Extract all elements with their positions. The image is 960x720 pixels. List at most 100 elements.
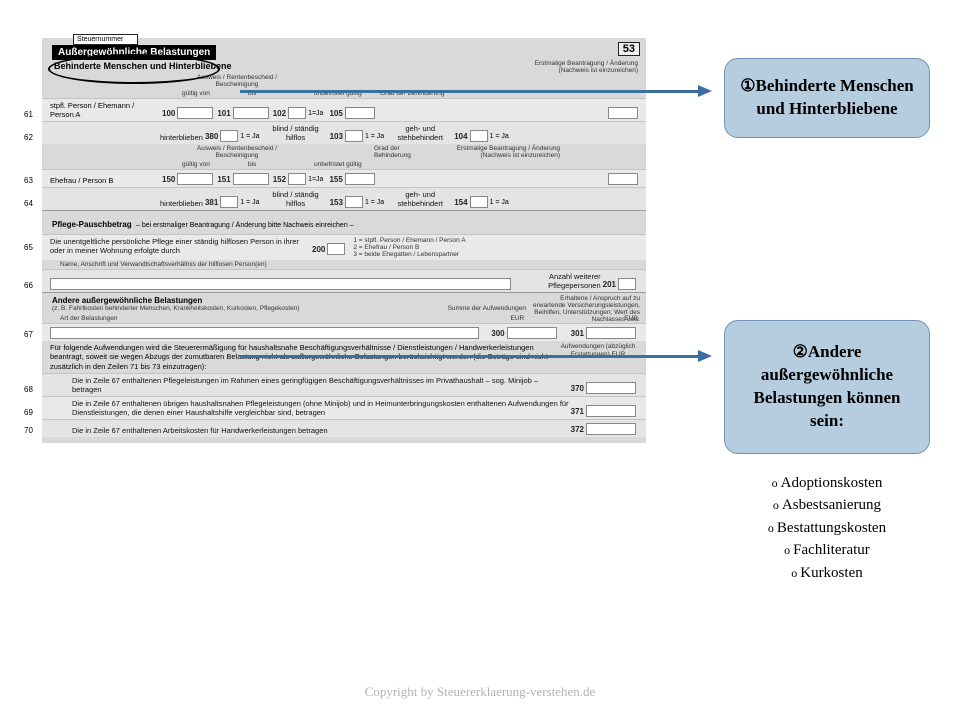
col-summe: Summe der Aufwendungen xyxy=(448,305,526,312)
input-301[interactable] xyxy=(586,327,636,339)
pflege-title: Pflege-Pauschbetrag xyxy=(52,220,132,229)
callout2-text: Andere außergewöhnliche Belastungen könn… xyxy=(754,342,901,430)
lab-201: Anzahl weiterer Pflegepersonen xyxy=(521,272,601,290)
input-63-end[interactable] xyxy=(608,173,638,185)
callout-2: ②Andere außergewöhnliche Belastungen kön… xyxy=(724,320,930,584)
code-200: 200 xyxy=(312,245,325,254)
code-154: 154 xyxy=(454,198,467,207)
col-erhaltene: Erhaltene / Anspruch auf zu erwartende V… xyxy=(530,295,640,323)
input-155[interactable] xyxy=(345,173,375,185)
eq-154: 1 = Ja xyxy=(490,199,509,206)
input-150[interactable] xyxy=(177,173,213,185)
opts-200: 1 = stpfl. Person / Ehemann / Person A 2… xyxy=(353,237,465,258)
input-105[interactable] xyxy=(345,107,375,119)
code-100: 100 xyxy=(162,109,175,118)
line-64: 64 xyxy=(24,199,42,208)
line-63: 63 xyxy=(24,176,42,185)
list-item: Adoptionskosten xyxy=(768,472,886,495)
input-104[interactable] xyxy=(470,130,488,142)
eq-381: 1 = Ja xyxy=(240,199,259,206)
line-61: 61 xyxy=(24,110,42,119)
input-371[interactable] xyxy=(586,405,636,417)
header-title: Außergewöhnliche Belastungen xyxy=(52,45,216,60)
pflege-note: – bei erstmaliger Beantragung / Änderung… xyxy=(136,222,354,229)
lab-hinterblieben-64: hinterblieben xyxy=(160,199,203,208)
input-152[interactable] xyxy=(288,173,306,185)
code-370: 370 xyxy=(571,384,584,393)
list-item: Kurkosten xyxy=(768,562,886,585)
code-155: 155 xyxy=(329,175,342,184)
hdr-ausweis-2: Ausweis / Rentenbescheid / Bescheinigung xyxy=(182,145,292,159)
code-371: 371 xyxy=(571,407,584,416)
row-68: 68 Die in Zeile 67 enthaltenen Pflegelei… xyxy=(42,373,646,396)
list-item: Fachliteratur xyxy=(768,539,886,562)
arrow-2-head xyxy=(698,350,712,362)
lab-blind-64: blind / ständig hilflos xyxy=(264,190,328,208)
input-300[interactable] xyxy=(507,327,557,339)
code-300: 300 xyxy=(491,329,504,338)
lab-blind-62: blind / ständig hilflos xyxy=(264,124,328,142)
input-151[interactable] xyxy=(233,173,269,185)
line-70: 70 xyxy=(24,426,42,435)
code-381: 381 xyxy=(205,198,218,207)
input-102[interactable] xyxy=(288,107,306,119)
row-61: 61 stpfl. Person / Ehemann / Person A 10… xyxy=(42,98,646,121)
code-101: 101 xyxy=(217,109,230,118)
input-153[interactable] xyxy=(345,196,363,208)
line-65: 65 xyxy=(24,243,42,252)
input-103[interactable] xyxy=(345,130,363,142)
text-69: Die in Zeile 67 enthaltenen übrigen haus… xyxy=(50,399,569,417)
input-372[interactable] xyxy=(586,423,636,435)
column-headers-3: Ausweis / Rentenbescheid / Bescheinigung… xyxy=(42,144,646,160)
list-item: Bestattungskosten xyxy=(768,517,886,540)
eur-1: EUR xyxy=(511,315,525,322)
row-69: 69 Die in Zeile 67 enthaltenen übrigen h… xyxy=(42,396,646,419)
lab-geh-62: geh- und stehbehindert xyxy=(388,124,452,142)
col-erst: Erstmalige Beantragung / Änderung (Nachw… xyxy=(518,60,638,74)
code-103: 103 xyxy=(330,132,343,141)
code-104: 104 xyxy=(454,132,467,141)
row-70: 70 Die in Zeile 67 enthaltenen Arbeitsko… xyxy=(42,419,646,437)
input-61-end[interactable] xyxy=(608,107,638,119)
line-67: 67 xyxy=(24,330,42,339)
code-153: 153 xyxy=(330,198,343,207)
row-64: 64 hinterblieben 3811 = Ja blind / ständ… xyxy=(42,187,646,210)
row-66: 66 Anzahl weiterer Pflegepersonen 201 xyxy=(42,269,646,292)
line-69: 69 xyxy=(24,408,42,417)
input-101[interactable] xyxy=(233,107,269,119)
page-number: 53 xyxy=(618,42,640,56)
callout2-mark: ② xyxy=(793,342,808,361)
row-67: 67 300 301 xyxy=(42,323,646,341)
callout1-mark: ① xyxy=(740,76,755,95)
arrow-1-line xyxy=(240,90,700,93)
input-381[interactable] xyxy=(220,196,238,208)
code-151: 151 xyxy=(217,175,230,184)
list-item: Asbestsanierung xyxy=(768,494,886,517)
eq-103: 1 = Ja xyxy=(365,133,384,140)
tax-form: 53 Außergewöhnliche Belastungen Behinder… xyxy=(42,38,646,443)
row-62: 62 hinterblieben 3801 = Ja blind / ständ… xyxy=(42,121,646,144)
input-100[interactable] xyxy=(177,107,213,119)
input-154[interactable] xyxy=(470,196,488,208)
input-67-text[interactable] xyxy=(50,327,479,339)
section-pflege: Pflege-Pauschbetrag – bei erstmaliger Be… xyxy=(42,210,646,234)
hdr-von-2: gültig von xyxy=(182,161,232,168)
hdr-ausweis: Ausweis / Rentenbescheid / Bescheinigung xyxy=(182,74,292,88)
code-380: 380 xyxy=(205,132,218,141)
callout-1: ①Behinderte Menschen und Hinterbliebene xyxy=(724,58,930,138)
input-380[interactable] xyxy=(220,130,238,142)
lab-hinterblieben-62: hinterblieben xyxy=(160,133,203,142)
eq-104: 1 = Ja xyxy=(490,133,509,140)
column-headers-1: Ausweis / Rentenbescheid / Bescheinigung xyxy=(42,73,646,89)
text-65: Die unentgeltliche persönliche Pflege ei… xyxy=(50,237,310,255)
hdr-von: gültig von xyxy=(182,90,232,97)
input-370[interactable] xyxy=(586,382,636,394)
arrow-1-head xyxy=(698,85,712,97)
sub-65: Name, Anschrift und Verwandtschaftsverhä… xyxy=(42,260,646,269)
code-201: 201 xyxy=(603,280,616,289)
input-200[interactable] xyxy=(327,243,345,255)
input-201[interactable] xyxy=(618,278,636,290)
lab-geh-64: geh- und stehbehindert xyxy=(388,190,452,208)
input-66-text[interactable] xyxy=(50,278,511,290)
label-63: Ehefrau / Person B xyxy=(50,176,160,185)
